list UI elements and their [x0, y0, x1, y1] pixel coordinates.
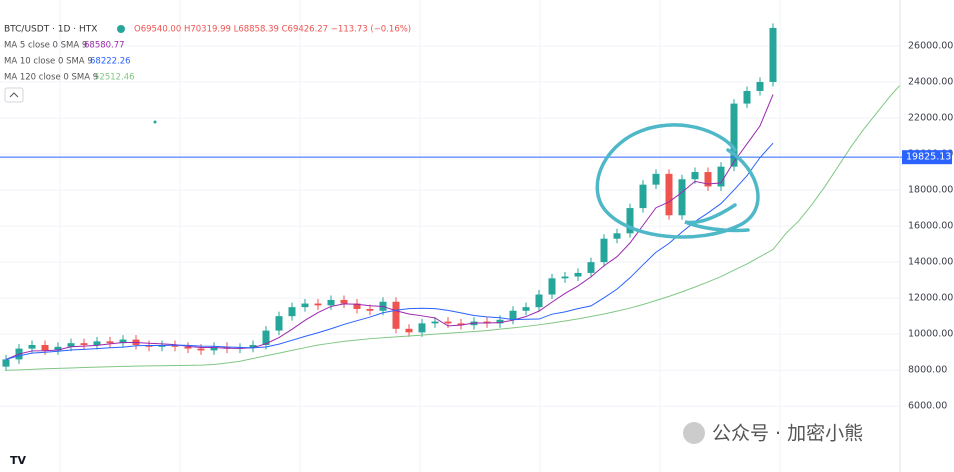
- legend-label: MA 10 close 0 SMA 9: [4, 57, 93, 67]
- y-tick-label: 16000.00: [908, 221, 953, 232]
- ma-line: [5, 84, 900, 371]
- candle-body: [548, 278, 556, 295]
- candle-body: [574, 272, 582, 277]
- candle-body: [613, 233, 621, 239]
- plot-area: [0, 23, 900, 372]
- watermark: 公众号 · 加密小熊: [712, 423, 863, 445]
- candle-body: [561, 276, 569, 279]
- candle-body: [301, 303, 309, 308]
- candle-body: [444, 321, 452, 324]
- candle-body: [639, 184, 647, 209]
- legend-value: 52512.46: [94, 73, 135, 83]
- candle-body: [54, 346, 62, 351]
- candle-body: [457, 323, 465, 326]
- candle-body: [626, 208, 634, 234]
- candle-body: [522, 307, 530, 311]
- candle-body: [652, 173, 660, 185]
- price-label: 19825.13: [906, 152, 951, 163]
- y-tick-label: 14000.00: [908, 257, 953, 268]
- candle-body: [717, 166, 725, 187]
- legend-label: MA 120 close 0 SMA 9: [4, 73, 98, 83]
- candle-body: [678, 179, 686, 216]
- candle-body: [210, 346, 218, 351]
- candle-body: [704, 172, 712, 187]
- y-tick-label: 6000.00: [908, 401, 947, 412]
- price-axis: 6000.00 8000.00 10000.00 12000.00 14000.00 16…: [900, 40, 953, 412]
- candle-body: [119, 339, 127, 344]
- candle-body: [223, 346, 231, 349]
- candle-body: [769, 27, 777, 82]
- candle-body: [184, 346, 192, 349]
- candle-body: [743, 90, 751, 104]
- y-tick-label: 26000.00: [908, 40, 953, 51]
- legend: BTC/USDT · 1D · HTX O69540.00 H70319.99 …: [4, 25, 411, 83]
- candle-body: [691, 172, 699, 180]
- status-dot: [117, 25, 125, 33]
- candle-body: [28, 344, 36, 349]
- candle-body: [431, 321, 439, 324]
- candle-body: [197, 348, 205, 351]
- candle-body: [535, 294, 543, 308]
- candle-body: [249, 344, 257, 348]
- y-tick-label: 22000.00: [908, 113, 953, 124]
- y-tick-label: 10000.00: [908, 329, 953, 340]
- y-tick-label: 24000.00: [908, 76, 953, 87]
- y-tick-label: 8000.00: [908, 365, 947, 376]
- candle-body: [80, 343, 88, 345]
- candle-body: [262, 330, 270, 345]
- candle-body: [418, 323, 426, 333]
- candle-body: [353, 303, 361, 309]
- dot: [153, 120, 157, 124]
- candle-body: [509, 310, 517, 320]
- candle-body: [392, 301, 400, 329]
- ma-line: [5, 142, 774, 360]
- candle-body: [587, 262, 595, 273]
- hand-drawn-circle: [595, 123, 760, 239]
- candle-body: [600, 238, 608, 263]
- candle-body: [2, 359, 10, 367]
- candle-body: [327, 299, 335, 306]
- candle-body: [106, 341, 114, 344]
- legend-value: 68580.77: [84, 41, 125, 51]
- candle-body: [496, 319, 504, 324]
- candle-body: [340, 299, 348, 304]
- grid: [0, 0, 900, 472]
- y-tick-label: 12000.00: [908, 293, 953, 304]
- legend-value: 68222.26: [90, 57, 131, 67]
- candle-body: [756, 81, 764, 91]
- candle-body: [665, 173, 673, 216]
- candle-body: [288, 307, 296, 317]
- collapse-button[interactable]: [4, 87, 24, 103]
- candle-body: [405, 328, 413, 333]
- legend-label: MA 5 close 0 SMA 9: [4, 41, 87, 51]
- candle-body: [730, 103, 738, 167]
- ohlc-values: O69540.00 H70319.99 L68858.39 C69426.27 …: [134, 25, 411, 35]
- tv-logo: TV: [10, 454, 27, 467]
- y-tick-label: 18000.00: [908, 185, 953, 196]
- collapse-icon: [9, 92, 19, 98]
- symbol-title: BTC/USDT · 1D · HTX: [4, 25, 97, 35]
- candle-body: [483, 321, 491, 324]
- candle-body: [366, 308, 374, 311]
- wechat-icon: [683, 422, 705, 444]
- candle-body: [314, 303, 322, 306]
- candle-body: [93, 341, 101, 345]
- price-label-box: [902, 150, 952, 165]
- ma-line: [5, 94, 774, 360]
- candle-body: [171, 344, 179, 347]
- candle-body: [67, 343, 75, 347]
- candle-body: [41, 344, 49, 351]
- candle-body: [275, 316, 283, 331]
